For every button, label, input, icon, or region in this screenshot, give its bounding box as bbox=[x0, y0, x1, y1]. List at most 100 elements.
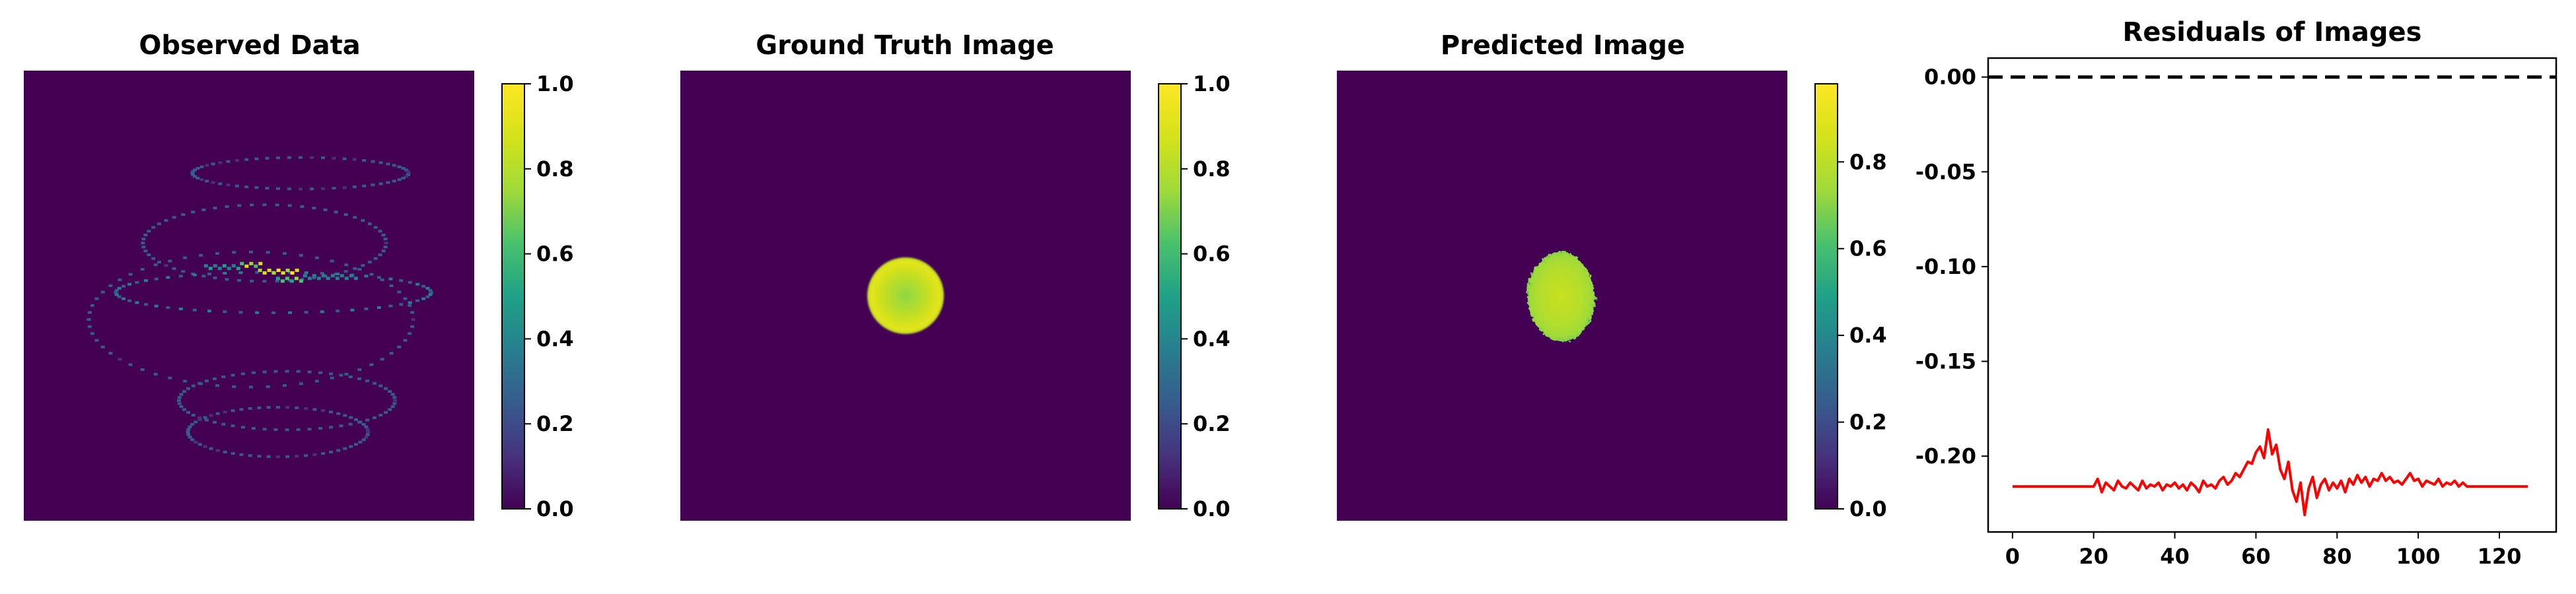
observed-pixel bbox=[249, 250, 253, 253]
observed-pixel bbox=[232, 385, 236, 388]
observed-pixel bbox=[411, 318, 415, 321]
observed-pixel bbox=[364, 425, 369, 428]
observed-pixel bbox=[371, 160, 375, 163]
observed-pixel bbox=[122, 284, 126, 288]
observed-pixel bbox=[339, 374, 343, 377]
observed-pixel bbox=[151, 257, 156, 260]
observed-pixel bbox=[118, 278, 122, 281]
observed-pixel bbox=[336, 310, 340, 313]
observed-pixel bbox=[181, 213, 186, 216]
observed-pixel bbox=[321, 409, 326, 412]
observed-pixel bbox=[127, 299, 132, 302]
observed-pixel bbox=[318, 371, 323, 374]
observed-hot-pixel bbox=[321, 274, 326, 278]
observed-pixel bbox=[153, 263, 158, 267]
observed-pixel bbox=[285, 370, 289, 373]
observed-pixel bbox=[348, 375, 353, 378]
observed-pixel bbox=[275, 279, 279, 282]
observed-pixel bbox=[166, 276, 170, 279]
observed-pixel bbox=[244, 158, 249, 161]
observed-pixel bbox=[172, 267, 176, 270]
x-tick-label: 80 bbox=[2322, 544, 2352, 569]
observed-pixel bbox=[114, 293, 119, 296]
observed-pixel bbox=[223, 411, 227, 414]
observed-pixel bbox=[199, 178, 204, 182]
observed-pixel bbox=[369, 273, 374, 276]
observed-pixel bbox=[372, 381, 376, 385]
observed-pixel bbox=[181, 270, 186, 273]
observed-pixel bbox=[378, 182, 383, 185]
observed-pixel bbox=[225, 278, 229, 281]
observed-pixel bbox=[194, 420, 198, 424]
observed-pixel bbox=[380, 358, 384, 361]
observed-pixel bbox=[231, 374, 235, 377]
colorbar-tick-label: 0.8 bbox=[536, 156, 574, 182]
observed-pixel bbox=[406, 173, 410, 176]
observed-pixel bbox=[237, 279, 242, 282]
observed-pixel bbox=[410, 311, 415, 314]
observed-pixel bbox=[314, 256, 319, 259]
observed-pixel bbox=[408, 332, 412, 335]
observed-pixel bbox=[384, 387, 388, 390]
observed-pixel bbox=[232, 251, 236, 254]
observed-pixel bbox=[201, 275, 206, 278]
observed-pixel bbox=[321, 452, 326, 455]
colorbar-tick-label: 0.2 bbox=[1193, 411, 1231, 436]
observed-pixel bbox=[350, 308, 355, 312]
observed-pixel bbox=[205, 180, 209, 183]
observed-pixel bbox=[221, 375, 226, 378]
observed-pixel bbox=[251, 371, 256, 374]
observed-pixel bbox=[183, 380, 188, 383]
observed-pixel bbox=[203, 445, 207, 448]
x-tick-label: 100 bbox=[2396, 544, 2441, 569]
observed-pixel bbox=[299, 382, 303, 385]
observed-pixel bbox=[249, 385, 253, 389]
observed-pixel bbox=[343, 447, 347, 450]
observed-pixel bbox=[376, 306, 381, 309]
observed-pixel bbox=[369, 363, 374, 366]
observed-pixel bbox=[128, 273, 133, 276]
observed-pixel bbox=[231, 452, 235, 455]
observed-pixel bbox=[179, 393, 184, 396]
colorbar-tick-label: 0.0 bbox=[1849, 496, 1887, 521]
observed-pixel bbox=[179, 405, 184, 409]
observed-pixel bbox=[388, 277, 393, 280]
observed-pixel bbox=[114, 291, 118, 294]
observed-pixel bbox=[190, 172, 195, 175]
observed-hot-pixel bbox=[213, 264, 217, 268]
observed-pixel bbox=[186, 430, 190, 434]
observed-pixel bbox=[239, 408, 244, 411]
observed-pixel bbox=[215, 252, 219, 255]
observed-hot-pixel bbox=[227, 267, 231, 271]
observed-pixel bbox=[406, 172, 411, 175]
observed-pixel bbox=[307, 370, 312, 374]
observed-pixel bbox=[94, 297, 99, 300]
observed-pixel bbox=[371, 183, 375, 187]
observed-hot-pixel bbox=[244, 264, 249, 268]
observed-pixel bbox=[361, 219, 365, 222]
observed-pixel bbox=[250, 279, 254, 282]
observed-pixel bbox=[299, 156, 303, 159]
observed-pixel bbox=[197, 418, 202, 421]
observed-pixel bbox=[87, 325, 92, 328]
observed-pixel bbox=[378, 253, 382, 257]
observed-pixel bbox=[364, 275, 369, 278]
observed-hot-pixel bbox=[275, 277, 280, 280]
observed-pixel bbox=[365, 418, 370, 422]
observed-pixel bbox=[250, 203, 254, 207]
observed-pixel bbox=[357, 368, 362, 372]
observed-hot-pixel bbox=[271, 271, 276, 275]
observed-pixel bbox=[240, 426, 245, 429]
observed-pixel bbox=[226, 183, 231, 187]
observed-pixel bbox=[275, 406, 280, 409]
observed-pixel bbox=[211, 162, 215, 166]
observed-pixel bbox=[343, 270, 348, 273]
observed-pixel bbox=[213, 377, 217, 380]
observed-pixel bbox=[218, 161, 223, 164]
observed-pixel bbox=[300, 205, 304, 209]
observed-pixel bbox=[352, 185, 357, 189]
observed-pixel bbox=[197, 443, 202, 446]
colorbar-tick-label: 0.6 bbox=[536, 242, 574, 267]
observed-pixel bbox=[218, 182, 223, 185]
observed-pixel bbox=[299, 253, 303, 257]
